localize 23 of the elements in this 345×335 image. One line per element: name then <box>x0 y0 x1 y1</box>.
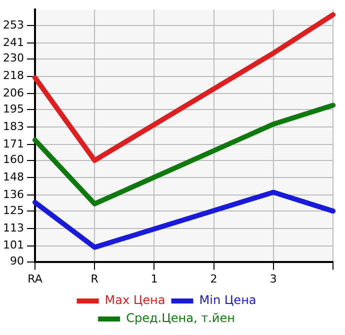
y-tick-label: 90 <box>10 254 24 268</box>
y-tick-label: 253 <box>2 18 24 32</box>
y-tick-label: 136 <box>2 188 24 201</box>
y-tick-label: 148 <box>2 170 24 184</box>
x-tick-label: RA <box>28 272 43 286</box>
x-tick-label: R <box>90 272 99 286</box>
y-tick-label: 101 <box>2 238 24 252</box>
x-tick-label: 1 <box>150 272 158 286</box>
y-tick-label: 241 <box>2 36 24 49</box>
y-tick-label: 230 <box>2 52 24 65</box>
x-tick-label: 3 <box>270 272 277 286</box>
legend-label: Min Цена <box>199 293 256 308</box>
y-tick-label: 195 <box>2 102 24 116</box>
x-tick-label: 2 <box>210 272 218 286</box>
y-tick-label: 183 <box>2 120 24 133</box>
y-tick-label: 113 <box>2 221 24 234</box>
legend-label: Max Цена <box>104 293 166 308</box>
y-tick-label: 160 <box>2 153 24 166</box>
y-tick-label: 218 <box>2 69 24 82</box>
y-tick-label: 206 <box>2 86 24 100</box>
y-tick-label: 125 <box>2 204 24 217</box>
legend-label: Сред.Цена, т.йен <box>126 311 235 326</box>
y-tick-label: 171 <box>2 137 24 150</box>
